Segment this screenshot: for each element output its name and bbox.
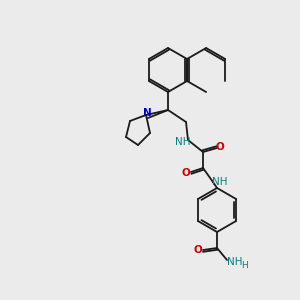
Text: NH: NH bbox=[227, 257, 243, 267]
Text: NH: NH bbox=[212, 177, 228, 187]
Text: O: O bbox=[182, 168, 190, 178]
Text: O: O bbox=[194, 245, 202, 255]
Text: O: O bbox=[216, 142, 224, 152]
Text: H: H bbox=[241, 260, 248, 269]
Text: N: N bbox=[142, 108, 152, 118]
Text: NH: NH bbox=[175, 137, 191, 147]
